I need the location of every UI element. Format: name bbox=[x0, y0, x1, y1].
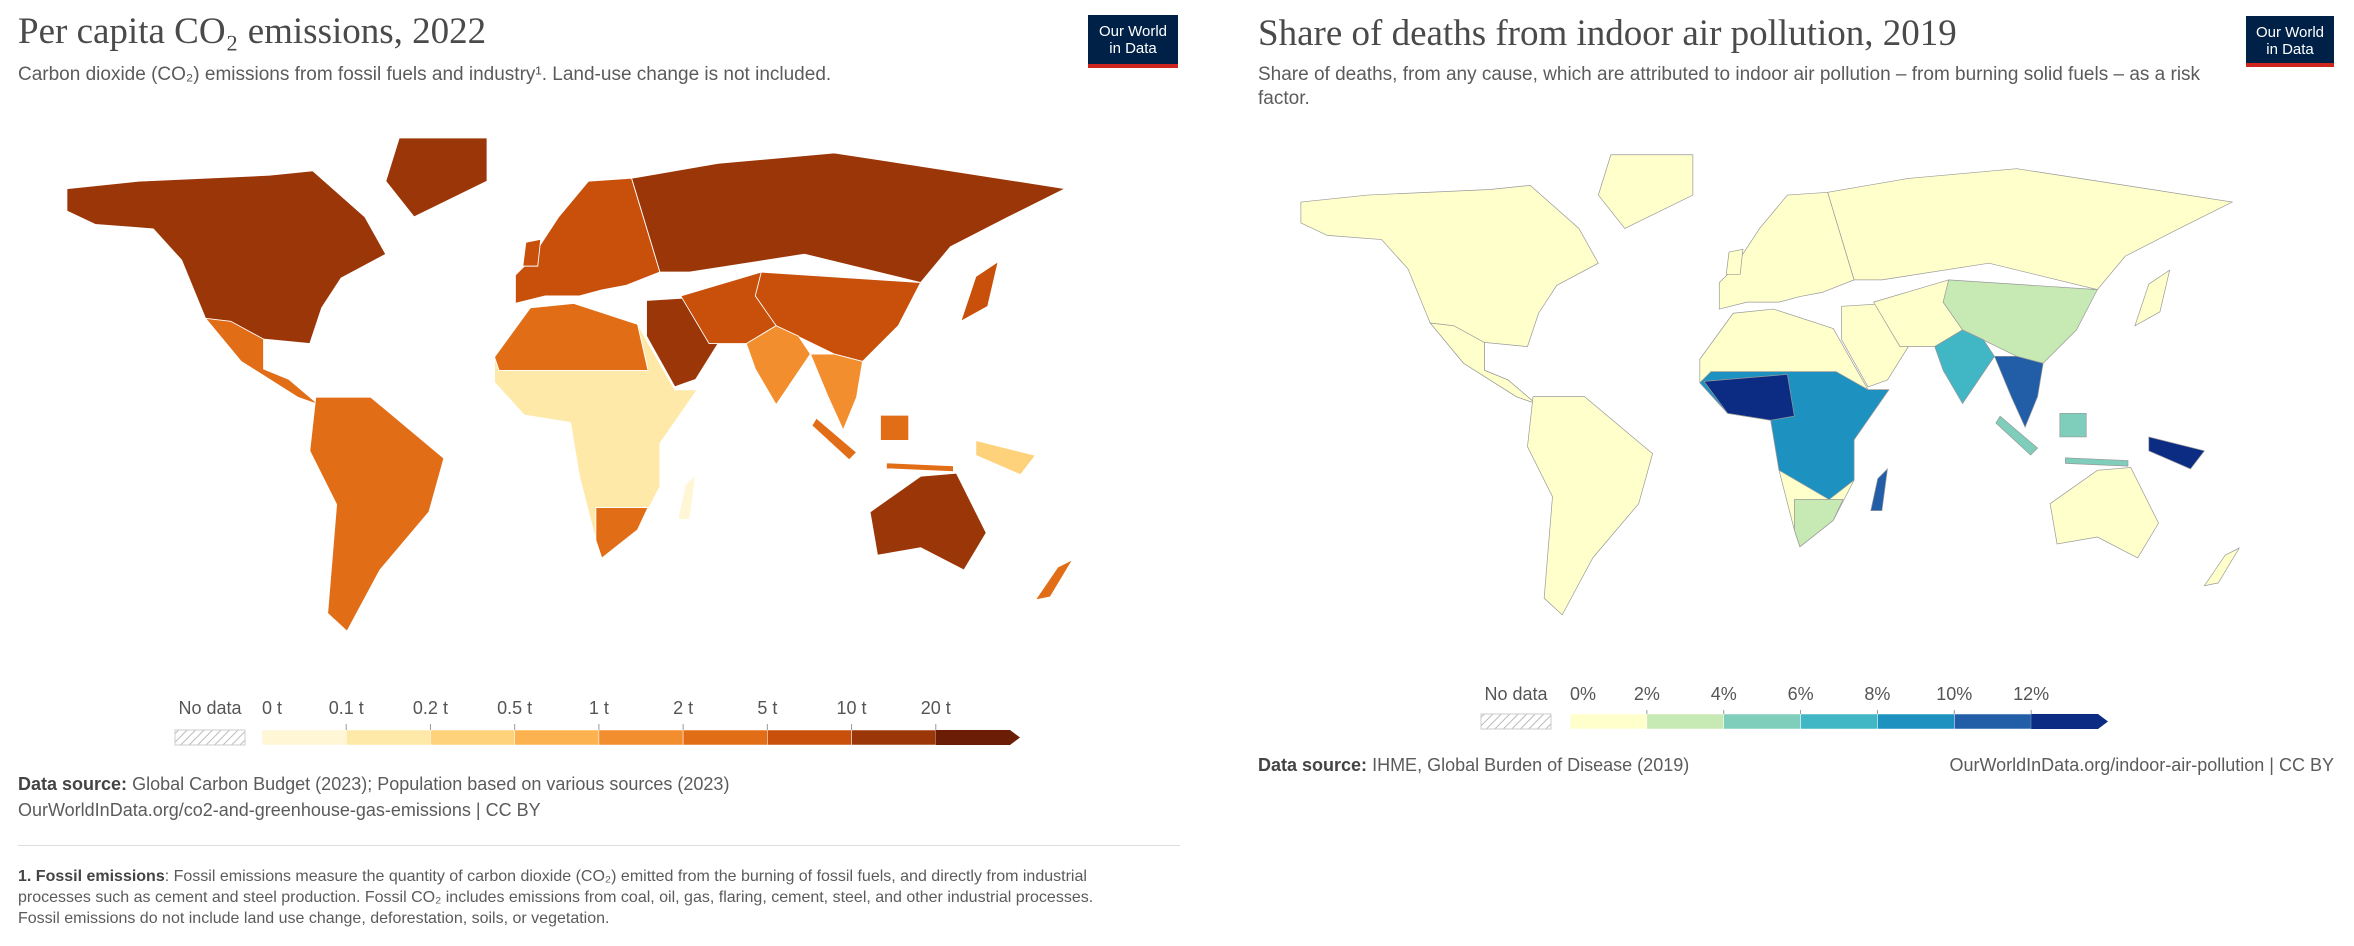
source: Data source: IHME, Global Burden of Dise… bbox=[1258, 752, 1689, 778]
source-label: Data source: bbox=[1258, 755, 1368, 775]
legend-swatch bbox=[1954, 713, 2032, 730]
legend-label: 0% bbox=[1570, 684, 1596, 704]
footnote-label: 1. Fossil emissions bbox=[18, 868, 165, 885]
logo-line: Our World bbox=[2255, 24, 2325, 41]
legend-label: 0 t bbox=[262, 698, 282, 718]
legend-label: 5 t bbox=[757, 698, 777, 718]
logo[interactable]: Our World in Data bbox=[1088, 15, 1178, 68]
source-url[interactable]: OurWorldInData.org/indoor-air-pollution … bbox=[1949, 755, 2334, 775]
legend-label: 10 t bbox=[837, 698, 867, 718]
title: Share of deaths from indoor air pollutio… bbox=[1258, 13, 1957, 54]
legend-no-data-label: No data bbox=[1484, 684, 1548, 704]
logo-line: in Data bbox=[2266, 41, 2314, 58]
title: Per capita CO₂ emissions, 2022 bbox=[18, 11, 487, 52]
logo-line: in Data bbox=[1109, 40, 1157, 57]
legend-swatch bbox=[1646, 713, 1724, 730]
legend-label: 20 t bbox=[921, 698, 951, 718]
source-text: Global Carbon Budget (2023); Population … bbox=[132, 774, 730, 794]
divider bbox=[18, 845, 1180, 846]
legend-no-data-swatch bbox=[174, 729, 246, 746]
legend-label: 12% bbox=[2013, 684, 2049, 704]
logo[interactable]: Our World in Data bbox=[2246, 16, 2334, 67]
subtitle: Share of deaths, from any cause, which a… bbox=[1258, 64, 2201, 109]
legend-label: 0.1 t bbox=[329, 698, 364, 718]
legend-no-data-swatch bbox=[1480, 713, 1552, 730]
source-text: IHME, Global Burden of Disease (2019) bbox=[1372, 755, 1690, 775]
legend-swatch bbox=[1877, 713, 1955, 730]
legend-swatch bbox=[767, 729, 852, 746]
legend-swatch bbox=[345, 729, 431, 746]
legend-label: 0.2 t bbox=[413, 698, 448, 718]
source: Data source: Global Carbon Budget (2023)… bbox=[18, 771, 729, 797]
map-right bbox=[1300, 154, 2240, 616]
legend-swatch bbox=[598, 729, 684, 746]
legend-swatch bbox=[1723, 713, 1801, 730]
legend-swatch bbox=[430, 729, 515, 746]
legend-swatch bbox=[261, 729, 347, 746]
legend-swatch bbox=[935, 730, 1020, 745]
legend-label: 2 t bbox=[673, 698, 693, 718]
legend-label: 1 t bbox=[589, 698, 609, 718]
legend-swatch bbox=[682, 729, 768, 746]
legend-label: 0.5 t bbox=[497, 698, 532, 718]
logo-line: Our World bbox=[1098, 23, 1168, 40]
map-left bbox=[66, 137, 1074, 632]
legend-label: 4% bbox=[1711, 684, 1737, 704]
source-url[interactable]: OurWorldInData.org/co2-and-greenhouse-ga… bbox=[18, 800, 541, 820]
legend-label: 8% bbox=[1864, 684, 1890, 704]
legend-swatch bbox=[514, 729, 600, 746]
subtitle: Carbon dioxide (CO₂) emissions from foss… bbox=[18, 64, 832, 85]
source-label: Data source: bbox=[18, 774, 128, 794]
legend-swatch bbox=[1569, 713, 1648, 730]
footnote: 1. Fossil emissions: Fossil emissions me… bbox=[18, 866, 1098, 929]
legend-label: 2% bbox=[1634, 684, 1660, 704]
legend-swatch bbox=[851, 729, 937, 746]
footnote-text: : Fossil emissions measure the quantity … bbox=[18, 868, 1094, 927]
legend-label: 6% bbox=[1788, 684, 1814, 704]
legend-label: 10% bbox=[1936, 684, 1972, 704]
legend-swatch bbox=[1800, 713, 1878, 730]
legend-swatch bbox=[2031, 714, 2108, 729]
legend-no-data-label: No data bbox=[178, 698, 242, 718]
